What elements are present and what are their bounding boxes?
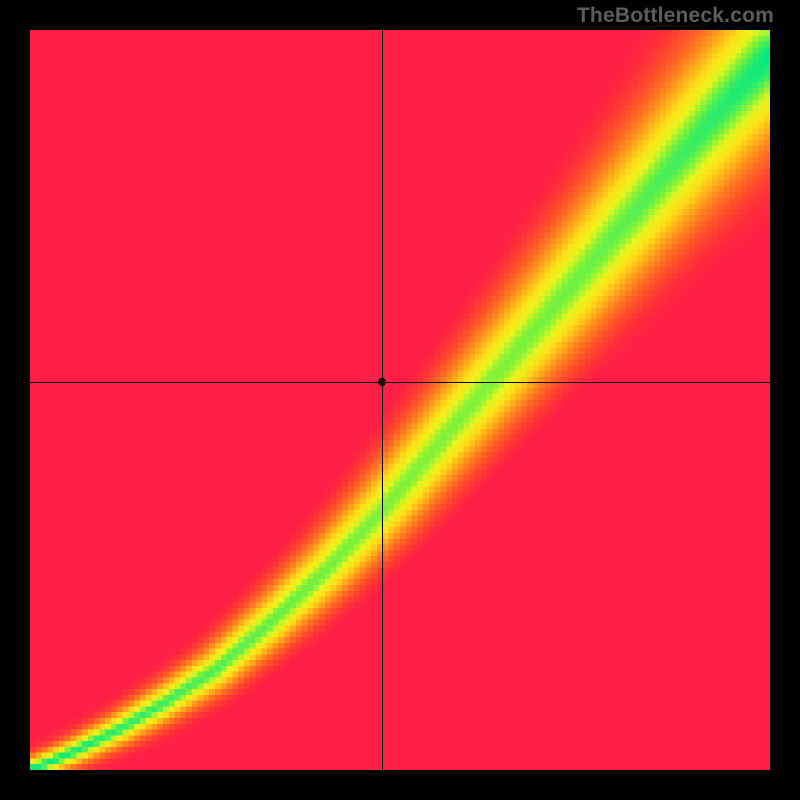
chart-container: TheBottleneck.com (0, 0, 800, 800)
heatmap-canvas (30, 30, 770, 770)
crosshair-horizontal (30, 382, 770, 383)
crosshair-vertical (382, 30, 383, 770)
marker-dot (378, 378, 386, 386)
watermark-text: TheBottleneck.com (577, 4, 774, 28)
